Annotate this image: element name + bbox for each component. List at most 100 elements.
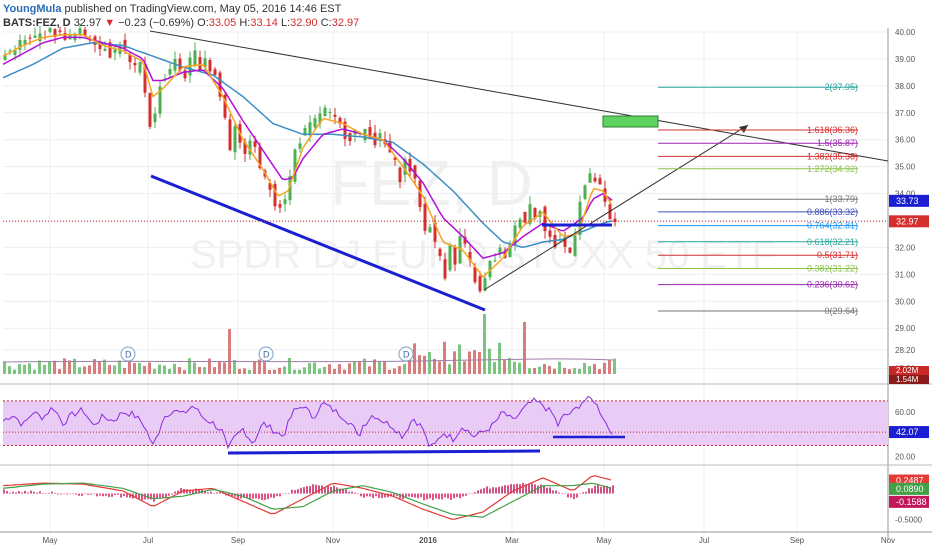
volume-bar [203,367,206,374]
volume-bar [598,369,601,374]
macd-histogram-bar [165,493,167,498]
macd-histogram-bar [9,492,11,494]
volume-bar [218,361,221,374]
macd-histogram-bar [453,493,455,499]
macd-histogram-bar [480,489,482,494]
macd-histogram-bar [492,487,494,494]
candle-body [583,185,587,199]
macd-histogram-bar [495,487,497,494]
macd-tag-label: 0.2487 [896,476,924,486]
macd-histogram-bar [546,487,548,494]
low-label: L: [280,17,291,29]
volume-bar [373,359,376,374]
volume-bar [248,369,251,374]
volume-bar [3,361,6,374]
candle-body [423,203,427,231]
macd-histogram-bar [324,487,326,494]
symbol-label[interactable]: BATS:FEZ, D [3,17,71,29]
volume-bar [28,363,31,374]
candle-body [83,29,87,37]
volume-bar [78,367,81,374]
price-axis-label: 34.00 [895,190,916,199]
macd-histogram-bar [291,489,293,494]
volume-bar [13,369,16,374]
macd-histogram-bar [306,486,308,494]
volume-bar [233,359,236,374]
volume-bar [278,367,281,374]
volume-bar [328,364,331,374]
candle-body [53,29,57,37]
macd-histogram-bar [564,493,566,495]
macd-histogram-bar [51,491,53,494]
publish-line: YoungMula published on TradingView.com, … [3,3,341,15]
macd-histogram-bar [597,484,599,494]
macd-histogram-bar [507,485,509,494]
time-axis-label: May [596,536,611,545]
dividend-marker-icon [398,346,414,362]
macd-histogram-bar [525,484,527,494]
candle-body [258,146,262,169]
macd-histogram-bar [444,493,446,498]
macd-histogram-bar [207,492,209,494]
macd-histogram-bar [285,493,287,495]
volume-bar [513,361,516,374]
dividend-marker-icon [258,346,274,362]
fib-level-label: 2(37.95) [824,82,858,92]
price-axis-label: 40.00 [895,28,916,37]
volume-bar [283,366,286,374]
fib-level-label: 1.5(35.87) [817,138,858,148]
macd-histogram-bar [432,493,434,501]
macd-histogram-bar [33,491,35,494]
macd-histogram-bar [147,493,149,500]
macd-histogram-bar [489,488,491,494]
volume-bar [398,366,401,374]
macd-histogram-bar [552,490,554,494]
macd-histogram-bar [438,493,440,500]
macd-histogram-bar [543,485,545,494]
macd-histogram-bar [192,490,194,494]
macd-histogram-bar [585,491,587,494]
macd-histogram-bar [129,493,131,498]
candle-body [108,42,112,58]
volume-bar [68,360,71,374]
candle-body [293,149,297,182]
volume-bar [163,365,166,374]
volume-bar [563,367,566,374]
macd-histogram-bar [534,484,536,494]
arrow-head-icon [739,125,748,133]
price-tag-label: 32.97 [896,216,919,226]
volume-bar [358,361,361,374]
macd-histogram-bar [531,483,533,494]
candle-body [168,68,172,75]
macd-histogram-bar [609,486,611,494]
time-axis-label: May [42,536,57,545]
price-axis-label: 37.00 [895,109,916,118]
candle-body [278,204,282,208]
macd-histogram-bar [555,490,557,494]
open-value: 33.05 [208,17,237,29]
macd-histogram-bar [84,493,86,495]
volume-bar [378,362,381,374]
macd-histogram-bar [168,493,170,496]
last-price: 32.97 [73,17,102,29]
macd-histogram-bar [393,493,395,496]
macd-histogram-bar [396,493,398,497]
candle-body [223,94,227,118]
blue-trendline [150,174,486,312]
volume-bar [363,358,366,374]
macd-histogram-bar [504,485,506,494]
author-link[interactable]: YoungMula [3,3,62,15]
volume-bar [508,357,511,374]
macd-histogram-bar [66,493,68,495]
macd-histogram-bar [528,484,530,494]
macd-histogram-bar [582,492,584,494]
macd-histogram-bar [30,490,32,494]
candle-body [123,39,127,49]
volume-bar [273,369,276,374]
volume-bar [483,314,486,374]
candle-body [438,248,442,256]
volume-bar [608,359,611,374]
